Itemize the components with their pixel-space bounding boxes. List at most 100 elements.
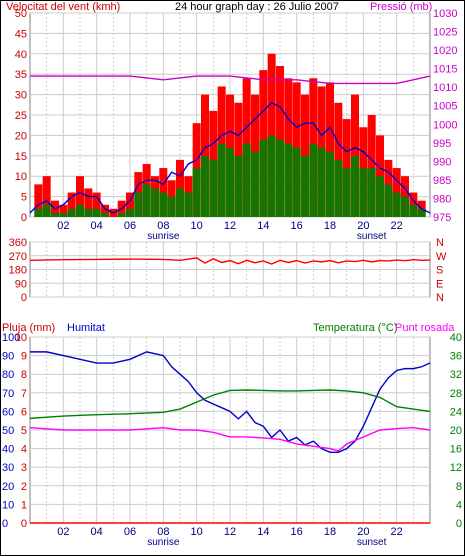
pressure-tick-label: 1015: [433, 64, 457, 76]
humidity-line: [30, 351, 431, 454]
sunrise-label: sunrise: [147, 537, 180, 548]
humidity-tick-label: 90: [2, 351, 14, 363]
wind-average-line: [29, 101, 431, 214]
gust-bar: [59, 212, 68, 217]
temperature-tick-label: 0: [456, 518, 462, 530]
x-tick-label: 18: [324, 220, 336, 232]
pressure-tick-label: 985: [433, 175, 451, 187]
humidity-tick-label: 50: [2, 425, 14, 437]
humidity-tick-label: 10: [2, 499, 14, 511]
gust-bar: [201, 155, 209, 217]
temperature-tick-label: 36: [450, 351, 462, 363]
direction-tick-label: 0: [21, 292, 27, 304]
humidity-tick-label: 0: [2, 518, 8, 530]
direction-tick-label: 90: [15, 278, 27, 290]
gust-bar: [67, 208, 76, 217]
gust-bar: [192, 168, 201, 217]
rain-tick-label: 9: [21, 351, 27, 363]
rain-tick-label: 5: [21, 425, 27, 437]
gust-bar: [167, 196, 176, 217]
gust-bar: [342, 168, 351, 217]
direction-line: [29, 257, 431, 265]
compass-tick-label: N: [436, 237, 444, 249]
humidity-label: Humitat: [67, 322, 105, 334]
pressure-tick-label: 1030: [433, 8, 457, 20]
pressure-tick-label: 995: [433, 138, 451, 150]
gust-bar: [176, 188, 184, 217]
wind-tick-label: 25: [15, 110, 27, 122]
gust-bar: [126, 208, 134, 217]
rain-label: Pluja (mm): [2, 322, 55, 334]
gust-bar: [376, 176, 384, 217]
gust-bar: [217, 143, 226, 217]
gust-bar: [151, 188, 159, 217]
rain-tick-label: 2: [21, 481, 27, 493]
wind-speed-label: Velocitat del vent (kmh): [6, 1, 120, 13]
wind-bar: [126, 192, 134, 217]
pressure-tick-label: 1010: [433, 82, 457, 94]
wind-bar: [159, 168, 168, 217]
temperature-tick-label: 8: [456, 481, 462, 493]
pressure-tick-label: 975: [433, 212, 451, 224]
wind-tick-label: 50: [15, 8, 27, 20]
pressure-tick-label: 980: [433, 193, 451, 205]
gust-bar: [251, 151, 259, 217]
gust-bar: [317, 147, 326, 217]
pressure-label: Pressió (mb): [370, 1, 432, 13]
wind-bar: [101, 204, 109, 217]
gust-bar: [367, 168, 376, 217]
temperature-tick-label: 24: [450, 406, 462, 418]
pressure-tick-label: 1025: [433, 27, 457, 39]
compass-tick-label: S: [436, 265, 443, 277]
wind-tick-label: 30: [15, 90, 27, 102]
gust-bar: [309, 143, 318, 217]
temperature-tick-label: 20: [450, 425, 462, 437]
pressure-tick-label: 1005: [433, 101, 457, 113]
gust-bar: [159, 192, 168, 217]
pressure-tick-label: 1000: [433, 119, 457, 131]
gust-bar: [184, 192, 193, 217]
gust-bar: [42, 204, 51, 217]
temperature-label: Temperatura (°C): [313, 322, 397, 334]
gust-bar: [284, 143, 293, 217]
gust-bar: [101, 212, 109, 217]
compass-tick-label: N: [436, 292, 444, 304]
gust-bar: [134, 192, 143, 217]
humidity-tick-label: 30: [2, 462, 14, 474]
rain-tick-label: 4: [21, 444, 27, 456]
gust-bar: [34, 208, 43, 217]
direction-tick-label: 270: [9, 251, 27, 263]
temperature-tick-label: 32: [450, 369, 462, 381]
gust-bar: [334, 159, 343, 217]
wind-bar: [84, 188, 93, 217]
temperature-tick-label: 28: [450, 388, 462, 400]
x-tick-label: 16: [291, 220, 303, 232]
pressure-tick-label: 1020: [433, 45, 457, 57]
x-tick-label: 14: [257, 526, 269, 538]
humidity-tick-label: 60: [2, 406, 14, 418]
pressure-line: [30, 75, 431, 85]
x-tick-label: 06: [124, 526, 136, 538]
x-tick-label: 22: [391, 220, 403, 232]
dewpoint-label: Punt rosada: [395, 322, 455, 334]
x-tick-label: 16: [291, 526, 303, 538]
gust-bar: [234, 155, 243, 217]
direction-tick-label: 360: [9, 237, 27, 249]
gust-bar: [359, 168, 368, 217]
gust-bar: [301, 155, 309, 217]
x-tick-label: 20: [357, 220, 369, 232]
direction-tick-label: 180: [9, 265, 27, 277]
rain-tick-label: 7: [21, 388, 27, 400]
humidity-tick-label: 100: [2, 332, 20, 344]
x-tick-label: 04: [91, 526, 103, 538]
wind-bar: [76, 176, 84, 217]
x-tick-label: 22: [391, 526, 403, 538]
axis-layer: 0510152025303540455097598098599099510001…: [2, 8, 462, 548]
gust-bar: [142, 184, 151, 217]
gust-bar: [259, 139, 268, 217]
x-tick-label: 02: [57, 220, 69, 232]
sunset-label: sunset: [357, 537, 387, 548]
wind-tick-label: 35: [15, 69, 27, 81]
humidity-tick-label: 20: [2, 481, 14, 493]
